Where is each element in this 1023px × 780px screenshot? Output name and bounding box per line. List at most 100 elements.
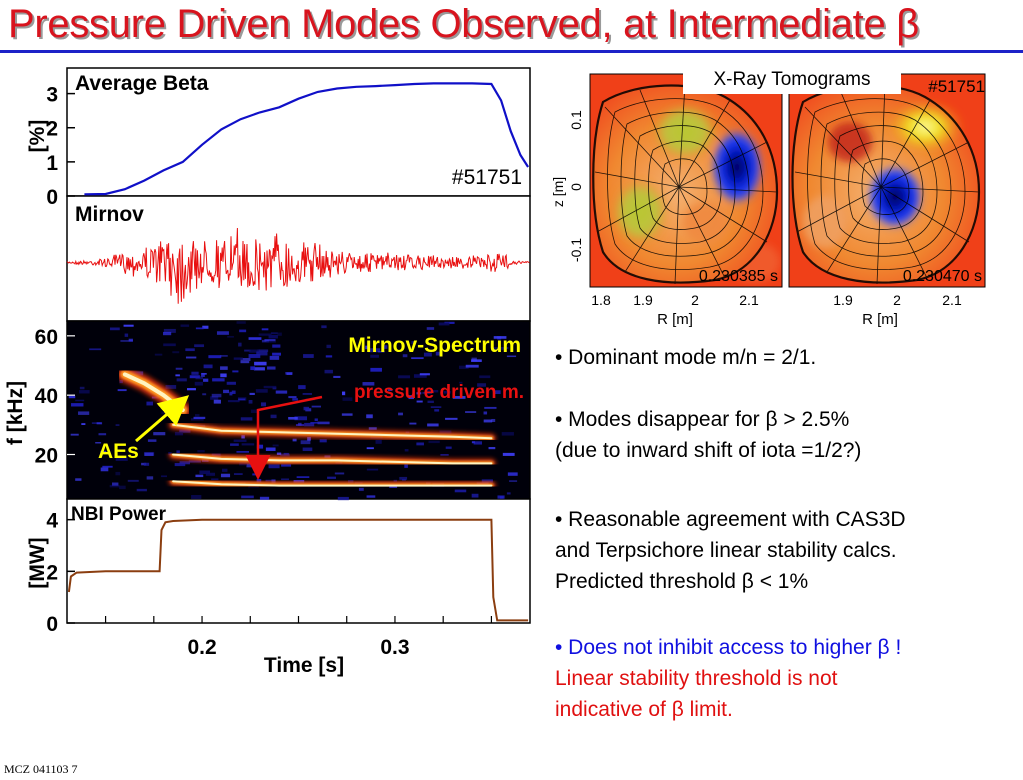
spectrum-noise-cell — [163, 328, 176, 333]
spectrum-noise-cell — [506, 492, 511, 495]
spectrum-noise-cell — [409, 422, 417, 425]
spectrum-noise-cell — [141, 462, 147, 466]
spectrum-noise-cell — [275, 390, 288, 394]
spectrum-noise-cell — [325, 355, 333, 358]
spectrum-noise-cell — [161, 411, 166, 415]
tomogram2-xtick-2.1: 2.1 — [942, 292, 962, 308]
spectrum-noise-cell — [481, 479, 493, 483]
spectrum-noise-cell — [70, 433, 79, 436]
spectrum-ridge — [172, 423, 493, 440]
spectrum-noise-cell — [112, 482, 119, 486]
spectrum-noise-cell — [109, 327, 120, 331]
spectrum-noise-cell — [294, 416, 308, 421]
spectrum-noise-cell — [241, 495, 254, 499]
spectrum-noise-cell — [190, 418, 204, 421]
spectrum-noise-cell — [266, 366, 276, 370]
spectrum-noise-cell — [298, 385, 306, 390]
spectrum-noise-cell — [174, 431, 184, 436]
spectrum-noise-cell — [240, 358, 251, 361]
spectrum-noise-cell — [189, 375, 200, 379]
spectrum-noise-cell — [115, 457, 128, 461]
spectrum-noise-cell — [427, 400, 434, 403]
spectrum-noise-cell — [272, 352, 282, 356]
spectrum-noise-cell — [203, 364, 213, 369]
spectrum-noise-cell — [194, 381, 203, 386]
spectrum-noise-cell — [165, 385, 177, 389]
spectrum-noise-cell — [366, 495, 376, 498]
spectrum-noise-cell — [342, 397, 353, 401]
spectrum-noise-cell — [179, 429, 191, 433]
spectrum-noise-cell — [236, 451, 250, 453]
beta-ylabel: [%] — [26, 120, 49, 153]
spectrum-noise-cell — [211, 393, 222, 398]
spectrum-noise-cell — [281, 478, 290, 481]
spectrum-noise-cell — [239, 329, 247, 333]
tomogram-xlabel-1: R [m] — [657, 311, 693, 328]
bullet-4-cont-2: indicative of β limit. — [555, 698, 733, 721]
nbi-ytick-label: 4 — [46, 510, 58, 533]
spectrum-noise-cell — [473, 441, 483, 445]
spectrum-noise-cell — [263, 385, 277, 389]
spectrum-noise-cell — [268, 464, 280, 469]
spectrum-noise-cell — [288, 416, 298, 420]
slide-footer: MCZ 041103 7 — [4, 762, 78, 776]
spectrum-noise-cell — [229, 391, 233, 396]
bullet-3-cont-1: and Terpsichore linear stability calcs. — [555, 539, 897, 562]
spectrum-ytick-label: 60 — [35, 326, 58, 349]
spectrum-ytick-label: 40 — [35, 385, 58, 408]
spectrum-noise-cell — [231, 390, 236, 394]
spectrum-noise-cell — [256, 351, 268, 356]
spectrum-noise-cell — [341, 413, 353, 416]
spectrum-noise-cell — [411, 357, 424, 360]
tomogram-ytick-0.1: 0.1 — [568, 110, 584, 130]
spectrum-noise-cell — [238, 398, 246, 401]
mirnov-series-line — [66, 227, 530, 304]
spectrum-noise-cell — [256, 444, 264, 449]
spectrum-noise-cell — [502, 452, 515, 456]
spectrum-noise-cell — [147, 439, 157, 442]
spectrum-noise-cell — [319, 439, 327, 443]
spectrum-noise-cell — [302, 447, 313, 451]
spectrum-noise-cell — [194, 414, 200, 417]
spectrum-noise-cell — [488, 446, 496, 450]
spectrum-noise-cell — [411, 341, 415, 345]
spectrum-noise-cell — [193, 416, 206, 419]
spectrum-noise-cell — [174, 463, 186, 467]
spectrum-noise-cell — [398, 412, 403, 416]
spectrum-noise-cell — [493, 336, 507, 339]
tomogram-chart: X-Ray Tomograms #51751 0.230385 s 0.2304… — [550, 62, 986, 328]
spectrum-noise-cell — [499, 347, 509, 349]
tomogram2-xtick-2.0: 2 — [893, 292, 901, 308]
spectrum-noise-cell — [276, 452, 282, 456]
spectrum-noise-cell — [253, 367, 265, 371]
spectrum-noise-cell — [220, 473, 231, 478]
spectrum-noise-cell — [423, 352, 432, 357]
spectrum-noise-cell — [220, 366, 228, 370]
spectrum-noise-cell — [471, 441, 476, 444]
spectrum-noise-cell — [428, 440, 440, 444]
spectrum-noise-cell — [96, 422, 103, 425]
spectrum-noise-cell — [281, 464, 292, 467]
spectrum-noise-cell — [261, 402, 267, 407]
spectrum-noise-cell — [175, 367, 183, 370]
spectrum-noise-cell — [277, 332, 282, 336]
spectrum-ytick-label: 20 — [35, 445, 58, 468]
spectrum-noise-cell — [399, 476, 408, 480]
spectrum-noise-cell — [248, 354, 261, 358]
spectrum-noise-cell — [272, 344, 281, 348]
spectrum-noise-cell — [506, 355, 517, 358]
spectrum-noise-cell — [79, 386, 85, 390]
pressure-driven-arrow — [245, 395, 323, 480]
spectrum-noise-cell — [268, 334, 278, 339]
spectrum-noise-cell — [438, 322, 450, 326]
spectrum-noise-cell — [124, 333, 129, 337]
spectrum-noise-cell — [477, 383, 487, 387]
pressure-driven-label: pressure driven m. — [354, 382, 524, 403]
spectrum-noise-cell — [220, 355, 228, 357]
spectrum-noise-cell — [120, 340, 133, 342]
tomogram-frame-1 — [590, 74, 782, 287]
spectrum-noise-cell — [226, 381, 236, 385]
beta-shot-number: #51751 — [452, 166, 522, 189]
spectrum-noise-cell — [497, 495, 505, 499]
